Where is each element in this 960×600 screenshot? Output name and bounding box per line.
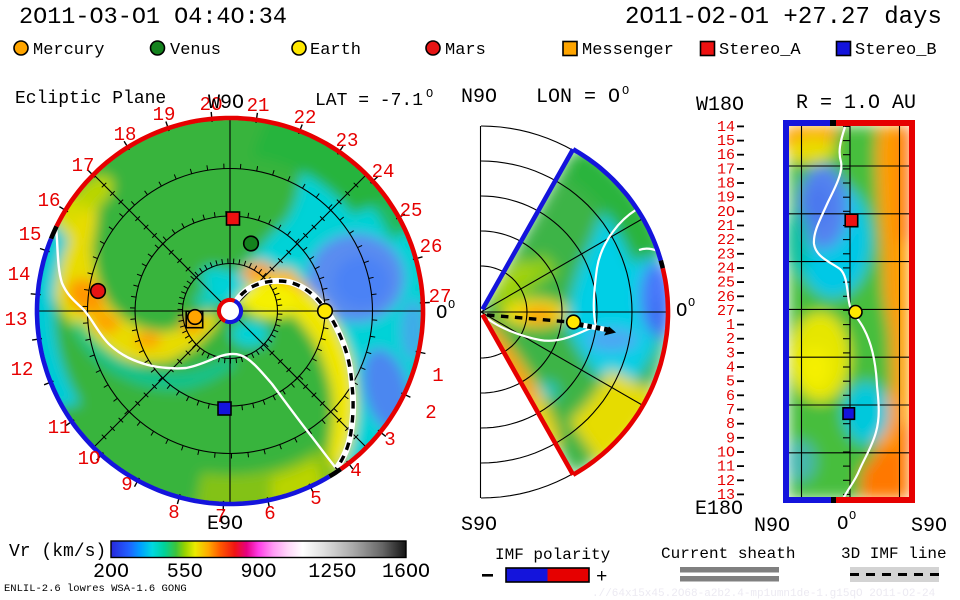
svg-text:4: 4	[350, 460, 361, 482]
svg-text:5: 5	[310, 488, 321, 510]
svg-text:S9O: S9O	[461, 514, 497, 537]
svg-text:LON = O: LON = O	[536, 86, 620, 109]
svg-text:2O: 2O	[200, 94, 223, 116]
svg-text:14: 14	[8, 264, 31, 286]
svg-text:1O: 1O	[717, 445, 735, 462]
svg-text:Mercury: Mercury	[33, 41, 104, 60]
svg-text:1O: 1O	[78, 448, 101, 470]
svg-text:12: 12	[11, 359, 34, 381]
svg-text:O: O	[622, 84, 629, 98]
svg-text:22: 22	[294, 107, 317, 129]
svg-text:Earth: Earth	[310, 41, 361, 60]
svg-text:2O11-O2-O1 +27.27 days: 2O11-O2-O1 +27.27 days	[625, 4, 942, 31]
svg-text:O: O	[426, 87, 433, 101]
svg-text:26: 26	[717, 289, 735, 306]
svg-text:6: 6	[726, 388, 735, 405]
svg-text:2O11-O3-O1 O4:4O:34: 2O11-O3-O1 O4:4O:34	[19, 4, 287, 31]
svg-text:18: 18	[114, 124, 137, 146]
svg-text:16OO: 16OO	[382, 561, 430, 584]
svg-text:25: 25	[717, 275, 735, 292]
svg-text:3D IMF line: 3D IMF line	[841, 545, 947, 563]
svg-text:16: 16	[717, 147, 735, 164]
svg-text:5: 5	[726, 374, 735, 391]
svg-text:2O: 2O	[717, 204, 735, 221]
svg-text:Mars: Mars	[445, 41, 486, 60]
svg-text:18: 18	[717, 176, 735, 193]
svg-text:3: 3	[726, 345, 735, 362]
svg-text:15: 15	[717, 133, 735, 150]
svg-text:13: 13	[717, 487, 735, 504]
svg-text:ENLIL-2.6 lowres WSA-1.6 GONG: ENLIL-2.6 lowres WSA-1.6 GONG	[4, 583, 187, 595]
svg-text:8: 8	[726, 416, 735, 433]
svg-text:7: 7	[726, 402, 735, 419]
svg-text:O: O	[837, 513, 848, 535]
svg-text:11: 11	[717, 459, 735, 476]
svg-text:+: +	[596, 566, 607, 588]
svg-text:9OO: 9OO	[240, 561, 276, 584]
svg-text:O: O	[676, 300, 687, 322]
svg-text:E9O: E9O	[207, 513, 243, 536]
svg-text:17: 17	[717, 161, 735, 178]
svg-text:Current sheath: Current sheath	[661, 545, 795, 563]
svg-text:N9O: N9O	[461, 86, 497, 109]
svg-text:IMF polarity: IMF polarity	[495, 546, 611, 564]
svg-text:.//64x15x45.2O68-a2b2.4-mp1umn: .//64x15x45.2O68-a2b2.4-mp1umn1de-1.g15q…	[592, 588, 936, 600]
svg-text:125O: 125O	[308, 561, 356, 584]
svg-text:W9O: W9O	[208, 92, 244, 115]
svg-text:Vr (km/s): Vr (km/s)	[9, 542, 106, 562]
svg-text:23: 23	[717, 246, 735, 263]
svg-text:21: 21	[247, 95, 270, 117]
svg-text:4: 4	[726, 360, 735, 377]
svg-text:15: 15	[19, 224, 42, 246]
svg-text:O: O	[688, 296, 695, 310]
svg-text:24: 24	[717, 260, 735, 277]
svg-text:19: 19	[717, 190, 735, 207]
svg-text:26: 26	[420, 236, 443, 258]
svg-text:55O: 55O	[167, 561, 203, 584]
svg-text:27: 27	[429, 286, 452, 308]
svg-text:Stereo_B: Stereo_B	[855, 41, 937, 60]
svg-text:W18O: W18O	[696, 94, 744, 117]
svg-text:12: 12	[717, 473, 735, 490]
svg-text:16: 16	[38, 190, 61, 212]
svg-text:23: 23	[336, 130, 359, 152]
svg-text:R = 1.O AU: R = 1.O AU	[796, 92, 916, 115]
svg-text:2: 2	[425, 402, 436, 424]
svg-text:17: 17	[72, 155, 95, 177]
svg-text:1: 1	[726, 317, 735, 334]
svg-text:11: 11	[48, 417, 71, 439]
svg-text:LAT = -7.1: LAT = -7.1	[315, 91, 423, 111]
svg-text:N9O: N9O	[754, 515, 790, 538]
svg-text:S9O: S9O	[911, 515, 947, 538]
svg-text:O: O	[448, 298, 455, 312]
svg-text:1: 1	[432, 365, 443, 387]
svg-text:24: 24	[372, 161, 395, 183]
svg-text:6: 6	[264, 503, 275, 525]
svg-text:7: 7	[215, 506, 226, 528]
svg-text:Stereo_A: Stereo_A	[719, 41, 801, 60]
svg-text:2OO: 2OO	[93, 561, 129, 584]
svg-text:3: 3	[384, 429, 395, 451]
svg-text:14: 14	[717, 119, 735, 136]
svg-text:2: 2	[726, 331, 735, 348]
svg-text:13: 13	[5, 309, 28, 331]
svg-text:O: O	[849, 509, 856, 523]
svg-text:19: 19	[153, 104, 176, 126]
svg-text:9: 9	[726, 430, 735, 447]
svg-text:Ecliptic Plane: Ecliptic Plane	[15, 89, 166, 109]
svg-text:25: 25	[400, 200, 423, 222]
svg-text:9: 9	[121, 474, 132, 496]
svg-text:Venus: Venus	[170, 41, 221, 60]
svg-text:27: 27	[717, 303, 735, 320]
svg-text:21: 21	[717, 218, 735, 235]
svg-text:O: O	[436, 302, 447, 324]
svg-text:8: 8	[168, 502, 179, 524]
svg-text:22: 22	[717, 232, 735, 249]
svg-text:E18O: E18O	[695, 498, 743, 521]
svg-text:Messenger: Messenger	[582, 41, 674, 60]
